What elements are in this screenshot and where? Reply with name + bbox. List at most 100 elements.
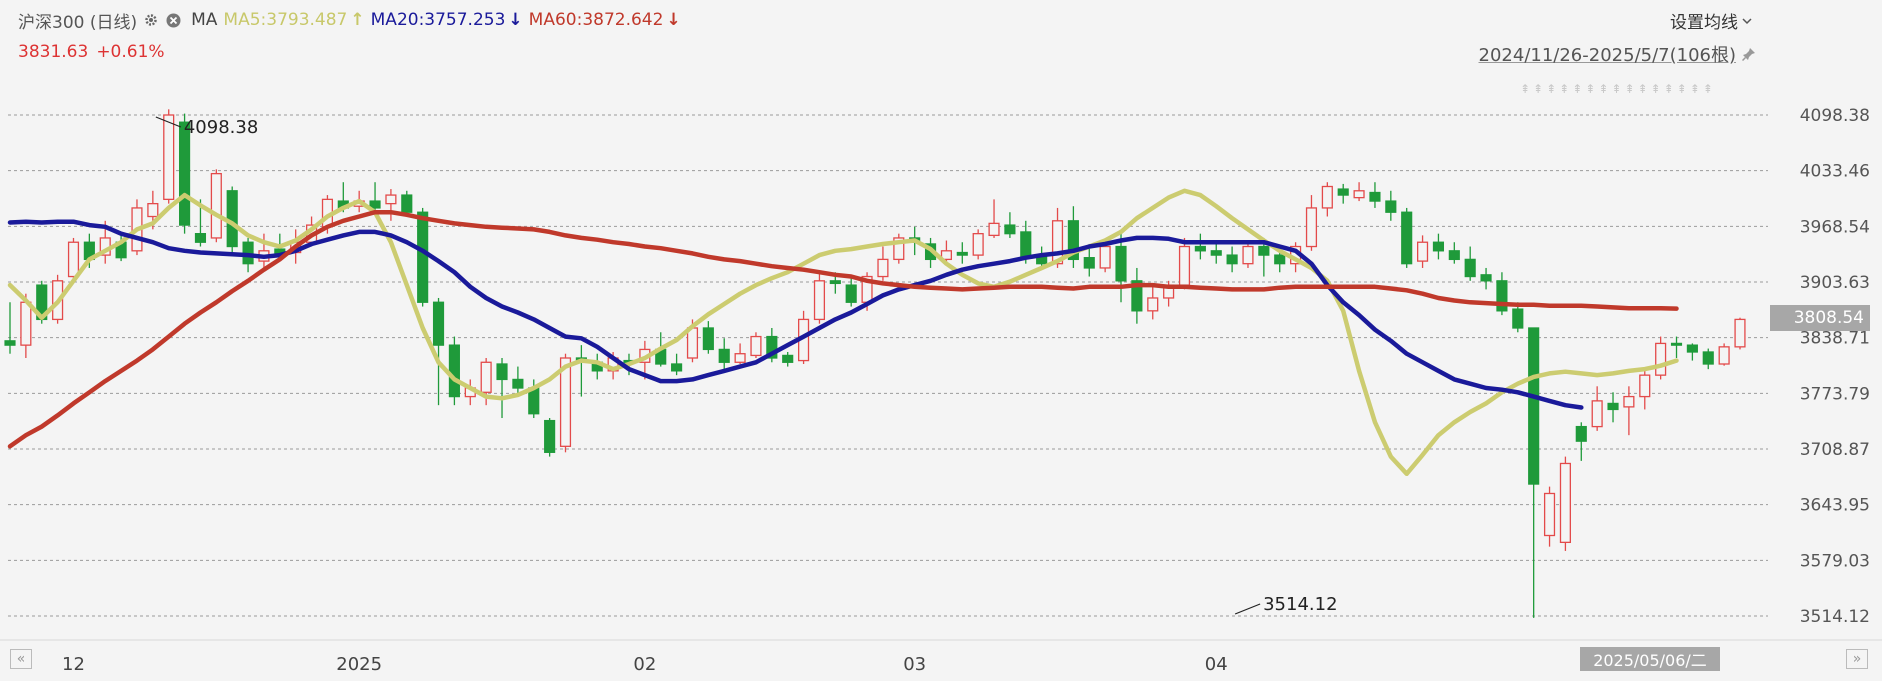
candle-body xyxy=(893,237,905,261)
candle-body xyxy=(845,284,857,303)
y-tick-label: 3643.95 xyxy=(1800,496,1870,516)
candle-body xyxy=(1559,462,1571,544)
instrument-title[interactable]: 沪深300 (日线) xyxy=(18,12,138,33)
candle-body xyxy=(20,301,32,346)
ma-settings-label: 设置均线 xyxy=(1670,13,1738,33)
candle-body xyxy=(940,250,952,261)
candle-body xyxy=(417,211,429,303)
candle-body xyxy=(1528,327,1540,485)
crosshair-date-tag: 2025/05/06/二 xyxy=(1580,647,1720,671)
candle-body xyxy=(1115,245,1127,282)
candle-body xyxy=(1194,245,1206,252)
candle-body xyxy=(750,335,762,357)
y-tick-label: 4098.38 xyxy=(1800,106,1870,126)
ma-settings-button[interactable]: 设置均线 xyxy=(1670,8,1752,33)
candle-body xyxy=(210,172,222,239)
candle-body xyxy=(1242,245,1254,265)
chart-header: 沪深300 (日线) MA MA5:3793.487 ↑ MA20:3757.25… xyxy=(18,8,681,33)
ma-label: MA xyxy=(191,10,218,30)
candle-body xyxy=(544,419,556,453)
y-tick-label: 3968.54 xyxy=(1800,217,1870,237)
candle-body xyxy=(194,233,207,243)
candle-body xyxy=(1401,211,1413,265)
annotation-label: 3514.12 xyxy=(1263,594,1337,615)
annotation-label: 4098.38 xyxy=(184,117,258,138)
date-range-button[interactable]: 2024/11/26-2025/5/7(106根) xyxy=(1479,41,1756,67)
candle-body xyxy=(1147,297,1159,312)
event-markers: ⇞⇞⇞⇞⇞⇞⇞⇞⇞⇞⇞⇞⇞⇞⇞ xyxy=(1520,82,1716,96)
candle-body xyxy=(1623,395,1635,408)
y-tick-label: 3773.79 xyxy=(1800,384,1870,404)
x-tick-label: 03 xyxy=(903,654,926,675)
candle-body xyxy=(401,194,413,213)
candle-body xyxy=(829,280,841,285)
candle-body xyxy=(734,353,746,363)
candle-body xyxy=(1083,257,1095,269)
crosshair-price-tag: 3808.54 xyxy=(1770,305,1870,331)
annotation-leader xyxy=(155,116,182,128)
price-change: +0.61% xyxy=(96,42,165,62)
candle-body xyxy=(988,222,1000,237)
candle-body xyxy=(956,251,968,256)
y-tick-label: 3708.87 xyxy=(1800,440,1870,460)
candle-body xyxy=(369,200,381,209)
scroll-right-button[interactable]: » xyxy=(1846,649,1868,669)
candle-body xyxy=(1718,346,1730,365)
candle-body xyxy=(877,258,889,278)
candle-body xyxy=(559,357,572,447)
candle-body xyxy=(1607,402,1619,411)
candle-body xyxy=(496,363,508,381)
candle-body xyxy=(1099,245,1111,269)
ma5-line xyxy=(7,188,1679,477)
candle-body xyxy=(1480,274,1492,282)
candle-body xyxy=(1575,425,1587,442)
ma60-value: MA60:3872.642 ↓ xyxy=(528,10,681,30)
candle-body xyxy=(385,194,397,205)
y-tick-label: 3579.03 xyxy=(1800,551,1870,571)
candle-body xyxy=(1416,241,1429,262)
candle-body xyxy=(432,301,445,346)
pin-icon[interactable] xyxy=(1742,47,1756,61)
ma60-line xyxy=(7,209,1679,449)
candle-body xyxy=(1464,258,1476,278)
candle-body xyxy=(147,202,159,218)
candle-body xyxy=(1702,351,1714,365)
candle-body xyxy=(512,378,524,389)
y-tick-label: 3838.71 xyxy=(1800,329,1870,349)
candle-body xyxy=(179,121,191,226)
candle-body xyxy=(1686,344,1698,353)
date-range-label: 2024/11/26-2025/5/7(106根) xyxy=(1478,45,1736,66)
candle-body xyxy=(1051,220,1064,265)
candle-body xyxy=(1670,342,1683,346)
close-icon[interactable] xyxy=(165,12,181,28)
candle-body xyxy=(1369,191,1381,202)
chevron-down-icon xyxy=(1742,17,1752,24)
ma20-line xyxy=(7,219,1584,410)
candle-body xyxy=(972,233,984,256)
candle-body xyxy=(1305,207,1318,248)
ma20-value: MA20:3757.253 ↓ xyxy=(370,10,523,30)
candle-body xyxy=(1020,231,1032,259)
candle-body xyxy=(1496,280,1508,312)
x-tick-label: 02 xyxy=(633,654,656,675)
candle-body xyxy=(1226,254,1238,265)
candle-body xyxy=(1321,185,1333,209)
x-tick-label: 12 xyxy=(62,654,85,675)
candle-body xyxy=(813,280,826,321)
candle-body xyxy=(702,327,714,351)
candle-body xyxy=(1432,241,1445,252)
current-price: 3831.63 xyxy=(18,42,89,62)
annotation-leader xyxy=(1234,603,1261,615)
y-tick-label: 3514.12 xyxy=(1800,607,1870,627)
x-tick-label: 04 xyxy=(1205,654,1228,675)
candle-body xyxy=(1512,308,1524,329)
candle-body xyxy=(671,363,683,372)
candle-body xyxy=(480,361,492,393)
candle-body xyxy=(1178,245,1191,286)
scroll-left-button[interactable]: « xyxy=(10,649,32,669)
candle-body xyxy=(1734,318,1746,348)
candle-body xyxy=(1591,400,1603,428)
candle-body xyxy=(686,327,699,359)
gear-icon[interactable] xyxy=(143,12,159,28)
